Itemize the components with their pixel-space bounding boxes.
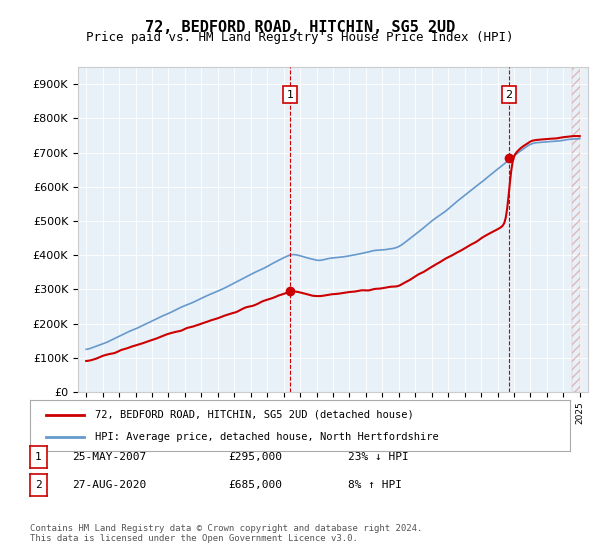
Text: 2: 2 (505, 90, 512, 100)
Text: 2: 2 (35, 480, 42, 490)
Text: 27-AUG-2020: 27-AUG-2020 (72, 480, 146, 490)
Text: Price paid vs. HM Land Registry's House Price Index (HPI): Price paid vs. HM Land Registry's House … (86, 31, 514, 44)
Text: 72, BEDFORD ROAD, HITCHIN, SG5 2UD: 72, BEDFORD ROAD, HITCHIN, SG5 2UD (145, 20, 455, 35)
Text: 8% ↑ HPI: 8% ↑ HPI (348, 480, 402, 490)
Text: HPI: Average price, detached house, North Hertfordshire: HPI: Average price, detached house, Nort… (95, 432, 439, 442)
Text: £295,000: £295,000 (228, 452, 282, 462)
Text: 72, BEDFORD ROAD, HITCHIN, SG5 2UD (detached house): 72, BEDFORD ROAD, HITCHIN, SG5 2UD (deta… (95, 409, 413, 419)
Text: £685,000: £685,000 (228, 480, 282, 490)
Text: 23% ↓ HPI: 23% ↓ HPI (348, 452, 409, 462)
Text: Contains HM Land Registry data © Crown copyright and database right 2024.
This d: Contains HM Land Registry data © Crown c… (30, 524, 422, 543)
Text: 25-MAY-2007: 25-MAY-2007 (72, 452, 146, 462)
Text: 1: 1 (35, 452, 42, 462)
Text: 1: 1 (287, 90, 294, 100)
